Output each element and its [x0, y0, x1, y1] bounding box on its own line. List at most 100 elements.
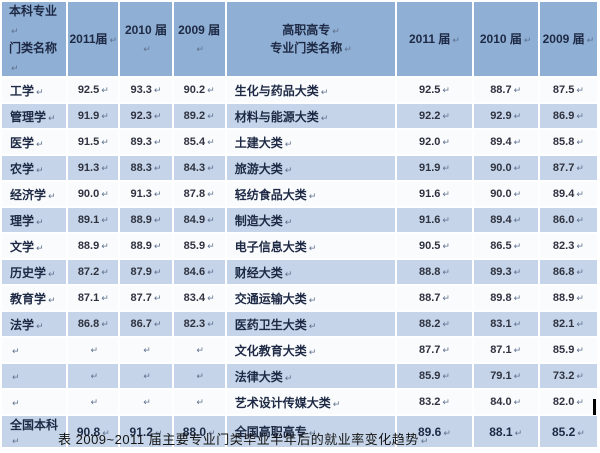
cell-bk-category[interactable]: 历史学 ↵: [2, 260, 67, 285]
cell-gz-2011[interactable]: 85.9 ↵: [397, 364, 472, 389]
cell-bk-category[interactable]: 管理学 ↵: [2, 104, 67, 129]
cell-bk-2009[interactable]: ↵: [173, 364, 225, 389]
cell-bk-2011[interactable]: 91.3 ↵: [68, 156, 119, 181]
cell-bk-category[interactable]: 理学 ↵: [2, 208, 67, 233]
cell-bk-2010[interactable]: ↵: [120, 364, 172, 389]
cell-bk-2011[interactable]: 89.1 ↵: [68, 208, 119, 233]
cell-bk-2010[interactable]: 87.7 ↵: [120, 286, 172, 311]
cell-bk-2011[interactable]: 88.9 ↵: [68, 234, 119, 259]
cell-bk-2011[interactable]: ↵: [68, 390, 119, 415]
cell-gz-category[interactable]: 生化与药品大类 ↵: [226, 78, 396, 103]
cell-gz-2011[interactable]: 92.2 ↵: [397, 104, 472, 129]
cell-bk-2009[interactable]: 82.3 ↵: [173, 312, 225, 337]
cell-bk-category[interactable]: 法学 ↵: [2, 312, 67, 337]
cell-bk-2009[interactable]: 84.6 ↵: [173, 260, 225, 285]
cell-gz-2009[interactable]: 82.3 ↵: [539, 234, 597, 259]
cell-gz-2011[interactable]: 90.5 ↵: [397, 234, 472, 259]
cell-gz-2011[interactable]: 83.2 ↵: [397, 390, 472, 415]
cell-gz-2009[interactable]: 89.4 ↵: [539, 182, 597, 207]
cell-gz-category[interactable]: 法律大类 ↵: [226, 364, 396, 389]
cell-bk-2010[interactable]: ↵: [120, 338, 172, 363]
cell-gz-2010[interactable]: 88.7 ↵: [473, 78, 538, 103]
cell-gz-2009[interactable]: 82.0 ↵: [539, 390, 597, 415]
cell-bk-2010[interactable]: ↵: [120, 390, 172, 415]
cell-bk-2011[interactable]: ↵: [68, 364, 119, 389]
cell-bk-2009[interactable]: ↵: [173, 338, 225, 363]
cell-gz-2010[interactable]: 92.9 ↵: [473, 104, 538, 129]
cell-gz-2010[interactable]: 84.0 ↵: [473, 390, 538, 415]
cell-gz-2011[interactable]: 91.6 ↵: [397, 182, 472, 207]
cell-bk-2011[interactable]: 90.0 ↵: [68, 182, 119, 207]
cell-bk-2011[interactable]: 87.2 ↵: [68, 260, 119, 285]
cell-bk-2010[interactable]: 93.3 ↵: [120, 78, 172, 103]
cell-gz-category[interactable]: 制造大类 ↵: [226, 208, 396, 233]
cell-gz-2010[interactable]: 89.4 ↵: [473, 130, 538, 155]
cell-bk-category[interactable]: ↵: [2, 390, 67, 415]
cell-bk-2009[interactable]: 89.2 ↵: [173, 104, 225, 129]
header-gz-year-2009[interactable]: 2009 届 ↵: [539, 2, 597, 77]
cell-gz-2009[interactable]: 85.9 ↵: [539, 338, 597, 363]
cell-bk-2009[interactable]: 85.4 ↵: [173, 130, 225, 155]
cell-gz-2009[interactable]: 86.9 ↵: [539, 104, 597, 129]
cell-bk-2011[interactable]: 87.1 ↵: [68, 286, 119, 311]
cell-gz-2010[interactable]: 86.5 ↵: [473, 234, 538, 259]
cell-bk-2010[interactable]: 87.9 ↵: [120, 260, 172, 285]
cell-bk-2009[interactable]: 83.4 ↵: [173, 286, 225, 311]
header-bk-category[interactable]: 本科专业 ↵ 门类名称 ↵: [2, 2, 67, 77]
cell-bk-2010[interactable]: 88.9 ↵: [120, 208, 172, 233]
cell-bk-2009[interactable]: 84.3 ↵: [173, 156, 225, 181]
cell-bk-2009[interactable]: 88.0 ↵: [173, 416, 225, 448]
cell-gz-category[interactable]: 交通运输大类 ↵: [226, 286, 396, 311]
cell-gz-2009[interactable]: 87.5 ↵: [539, 78, 597, 103]
cell-gz-2010[interactable]: 88.1 ↵: [473, 416, 538, 448]
header-bk-year-2009[interactable]: 2009 届 ↵: [173, 2, 225, 77]
cell-gz-2011[interactable]: 88.2 ↵: [397, 312, 472, 337]
cell-bk-2011[interactable]: 86.8 ↵: [68, 312, 119, 337]
cell-gz-2010[interactable]: 89.8 ↵: [473, 286, 538, 311]
cell-bk-category[interactable]: ↵: [2, 338, 67, 363]
cell-bk-category[interactable]: 文学 ↵: [2, 234, 67, 259]
cell-bk-2010[interactable]: 92.3 ↵: [120, 104, 172, 129]
cell-gz-2009[interactable]: 85.2 ↵: [539, 416, 597, 448]
header-bk-year-2010[interactable]: 2010 届 ↵: [120, 2, 172, 77]
cell-gz-category[interactable]: 艺术设计传媒大类 ↵: [226, 390, 396, 415]
header-gz-category[interactable]: 高职高专 ↵ 专业门类名称 ↵: [226, 2, 396, 77]
cell-bk-2010[interactable]: 91.2 ↵: [120, 416, 172, 448]
cell-gz-2009[interactable]: 82.1 ↵: [539, 312, 597, 337]
cell-bk-category[interactable]: 教育学 ↵: [2, 286, 67, 311]
cell-gz-category[interactable]: 文化教育大类 ↵: [226, 338, 396, 363]
cell-bk-category[interactable]: 医学 ↵: [2, 130, 67, 155]
cell-gz-2011[interactable]: 91.6 ↵: [397, 208, 472, 233]
header-bk-year-2011[interactable]: 2011届 ↵: [68, 2, 119, 77]
cell-gz-2011[interactable]: 89.6 ↵: [397, 416, 472, 448]
cell-gz-2010[interactable]: 90.0 ↵: [473, 156, 538, 181]
cell-gz-2010[interactable]: 90.0 ↵: [473, 182, 538, 207]
cell-gz-2010[interactable]: 79.1 ↵: [473, 364, 538, 389]
cell-gz-2009[interactable]: 88.9 ↵: [539, 286, 597, 311]
cell-gz-category[interactable]: 土建大类 ↵: [226, 130, 396, 155]
cell-gz-2011[interactable]: 92.5 ↵: [397, 78, 472, 103]
cell-gz-2009[interactable]: 85.8 ↵: [539, 130, 597, 155]
cell-gz-2010[interactable]: 87.1 ↵: [473, 338, 538, 363]
cell-gz-category[interactable]: 轻纺食品大类 ↵: [226, 182, 396, 207]
cell-gz-2010[interactable]: 89.4 ↵: [473, 208, 538, 233]
cell-gz-2010[interactable]: 83.1 ↵: [473, 312, 538, 337]
cell-bk-2009[interactable]: 85.9 ↵: [173, 234, 225, 259]
cell-bk-2011[interactable]: ↵: [68, 338, 119, 363]
cell-gz-category[interactable]: 财经大类 ↵: [226, 260, 396, 285]
cell-gz-category[interactable]: 全国高职高专 ↵: [226, 416, 396, 448]
cell-gz-2009[interactable]: 73.2 ↵: [539, 364, 597, 389]
cell-bk-2009[interactable]: ↵: [173, 390, 225, 415]
cell-bk-2011[interactable]: 91.9 ↵: [68, 104, 119, 129]
cell-gz-2011[interactable]: 88.8 ↵: [397, 260, 472, 285]
cell-bk-2011[interactable]: 92.5 ↵: [68, 78, 119, 103]
cell-bk-category[interactable]: ↵: [2, 364, 67, 389]
cell-bk-category[interactable]: 全国本科 ↵: [2, 416, 67, 448]
header-gz-year-2010[interactable]: 2010 届 ↵: [473, 2, 538, 77]
cell-bk-2009[interactable]: 90.2 ↵: [173, 78, 225, 103]
cell-gz-2011[interactable]: 92.0 ↵: [397, 130, 472, 155]
cell-gz-2011[interactable]: 87.7 ↵: [397, 338, 472, 363]
header-gz-year-2011[interactable]: 2011 届 ↵: [397, 2, 472, 77]
cell-bk-2010[interactable]: 88.9 ↵: [120, 234, 172, 259]
cell-bk-category[interactable]: 工学 ↵: [2, 78, 67, 103]
